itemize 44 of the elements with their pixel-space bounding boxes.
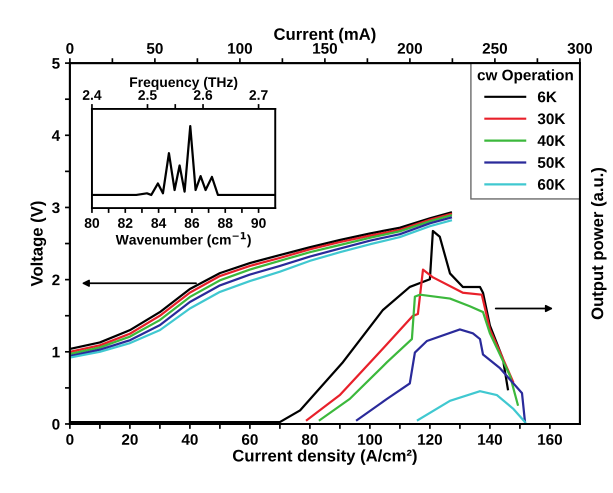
legend-label: 40K (538, 135, 566, 146)
x-tick-label: 88 (218, 218, 233, 228)
y-axis-title: Output power (a.u.) (591, 168, 607, 320)
x2-axis-title: Frequency (THz) (130, 76, 238, 90)
x-axis-title: Wavenumber (cm$^{−1}$) (116, 232, 251, 248)
x2-tick-label: 0 (66, 43, 74, 54)
x2-tick-label: 2.6 (194, 90, 212, 100)
x2-tick-label: 100 (228, 43, 252, 54)
x-tick-label: 60 (242, 434, 258, 445)
x2-tick-label: 250 (482, 43, 508, 54)
x-tick-label: 120 (418, 434, 442, 445)
y-tick-label: 2 (52, 274, 60, 286)
x2-tick-label: 150 (313, 43, 338, 54)
x2-axis-title: Current (mA) (274, 28, 376, 44)
x-tick-label: 90 (251, 218, 266, 228)
x-axis-title: Current density (A/cm²) (232, 449, 417, 465)
x-tick-label: 100 (358, 434, 382, 445)
x-tick-label: 140 (478, 434, 502, 445)
x-tick-label: 80 (302, 434, 318, 445)
x2-tick-label: 50 (146, 43, 163, 54)
legend-label: 30K (538, 113, 566, 124)
legend-title: cw Operation (478, 69, 573, 84)
x2-tick-label: 200 (398, 43, 422, 54)
y-axis-title: Voltage (V) (30, 201, 46, 286)
x-tick-label: 86 (184, 218, 200, 228)
x-tick-label: 20 (122, 434, 138, 445)
legend-label: 50K (538, 157, 566, 168)
y-tick-label: 1 (52, 346, 60, 358)
x-tick-label: 80 (84, 218, 100, 228)
legend-label: 6K (538, 92, 557, 102)
y-tick-label: 3 (52, 202, 60, 214)
x2-tick-label: 2.5 (138, 90, 157, 100)
y-tick-label: 0 (52, 418, 60, 430)
x-tick-label: 82 (118, 218, 132, 228)
x2-tick-label: 300 (568, 43, 592, 54)
legend-label: 60K (538, 179, 566, 190)
x-tick-label: 0 (66, 434, 74, 445)
x2-tick-label: 2.7 (249, 90, 268, 100)
x2-tick-label: 2.4 (82, 90, 102, 100)
y-tick-label: 5 (52, 58, 60, 69)
x-tick-label: 160 (538, 434, 562, 445)
x-tick-label: 84 (151, 218, 166, 228)
x-tick-label: 40 (182, 434, 198, 445)
y-tick-label: 4 (52, 130, 60, 141)
